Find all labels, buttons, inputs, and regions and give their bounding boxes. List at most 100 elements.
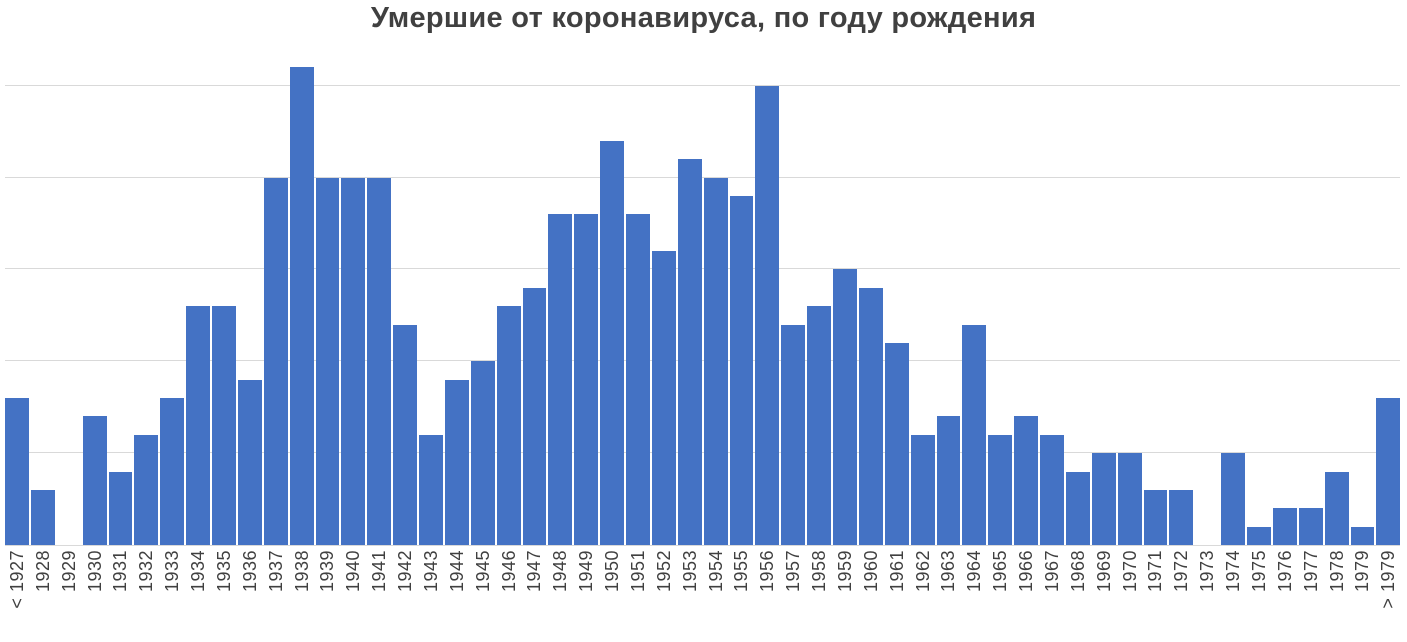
x-axis-label: < 1927: [6, 550, 27, 609]
x-axis-label-slot: 1976: [1273, 550, 1297, 642]
bar: [186, 306, 210, 545]
x-axis-label: 1974: [1223, 550, 1244, 593]
x-axis-label-slot: 1938: [290, 550, 314, 642]
bar: [5, 398, 29, 545]
x-axis-label: 1965: [990, 550, 1011, 593]
bar: [160, 398, 185, 545]
x-axis-label: 1979: [1352, 550, 1373, 593]
x-axis-label-slot: 1937: [264, 550, 288, 642]
x-axis-label-slot: < 1927: [5, 550, 29, 642]
x-axis-label-slot: 1936: [238, 550, 262, 642]
x-axis-label: 1934: [188, 550, 209, 593]
x-axis-label-slot: 1944: [445, 550, 469, 642]
bar: [444, 379, 469, 545]
x-axis-label: 1933: [162, 550, 183, 593]
x-axis-label: 1947: [524, 550, 545, 593]
x-axis-label-slot: 1935: [212, 550, 236, 642]
bar: [419, 434, 443, 545]
x-axis-label: 1970: [1119, 550, 1140, 593]
x-axis-label-slot: 1979: [1351, 550, 1375, 642]
bar: [962, 324, 987, 545]
x-axis-label: 1966: [1016, 550, 1037, 593]
bar: [393, 324, 417, 545]
x-axis-label: 1962: [912, 550, 933, 593]
bar: [626, 214, 650, 545]
x-axis-label-slot: 1975: [1247, 550, 1271, 642]
x-axis-label-slot: 1946: [497, 550, 521, 642]
x-axis-label: 1956: [757, 550, 778, 593]
bar-series: [5, 60, 1401, 545]
bar: [1221, 453, 1245, 545]
bar: [1065, 471, 1090, 545]
x-axis-label: 1930: [84, 550, 105, 593]
gridline: [5, 176, 1400, 178]
bar: [30, 489, 55, 545]
x-axis-label-slot: 1939: [316, 550, 340, 642]
x-axis-label: 1971: [1145, 550, 1166, 593]
x-axis-label: 1943: [420, 550, 441, 593]
x-axis-label-slot: 1965: [988, 550, 1012, 642]
x-axis-label: 1950: [602, 550, 623, 593]
x-axis-label-slot: 1948: [548, 550, 572, 642]
bar: [651, 251, 676, 545]
x-axis-label: 1973: [1197, 550, 1218, 593]
x-axis-label: 1957: [783, 550, 804, 593]
x-axis-label-slot: 1966: [1014, 550, 1038, 642]
gridline: [5, 268, 1400, 270]
x-axis-label-slot: 1928: [31, 550, 55, 642]
bar: [1117, 453, 1142, 545]
bar: [755, 85, 780, 545]
x-axis-label: 1963: [938, 550, 959, 593]
bar: [1091, 453, 1116, 545]
x-axis-label-slot: 1972: [1169, 550, 1193, 642]
chart-title: Умершие от коронавируса, по году рождени…: [370, 2, 1037, 34]
x-axis-label: 1931: [110, 550, 131, 593]
x-axis-label: 1964: [964, 550, 985, 593]
bar: [600, 140, 624, 545]
x-axis-label: 1978: [1326, 550, 1347, 593]
x-axis-label-slot: 1929: [57, 550, 81, 642]
x-axis-label: 1953: [679, 550, 700, 593]
bar: [212, 306, 236, 545]
x-axis-label: 1938: [291, 550, 312, 593]
x-axis-label: 1948: [550, 550, 571, 593]
x-axis-label-slot: 1970: [1118, 550, 1142, 642]
x-axis-label: 1967: [1041, 550, 1062, 593]
bar: [548, 214, 573, 545]
bar: [858, 287, 883, 545]
x-axis-label-slot: 1957: [781, 550, 805, 642]
x-axis-label: 1954: [705, 550, 726, 593]
x-axis-label: 1932: [136, 550, 157, 593]
x-axis-label-slot: 1964: [962, 550, 986, 642]
x-axis-label-slot: 1943: [419, 550, 443, 642]
x-axis-label-slot: 1951: [626, 550, 650, 642]
x-axis-label-slot: 1942: [393, 550, 417, 642]
x-axis-label-slot: 1947: [523, 550, 547, 642]
x-axis-label: 1939: [317, 550, 338, 593]
x-axis-label-slot: 1962: [911, 550, 935, 642]
plot-area: [5, 60, 1401, 545]
bar: [289, 67, 314, 545]
x-axis-label: 1940: [343, 550, 364, 593]
bar: [1169, 489, 1194, 545]
x-axis-label: 1972: [1171, 550, 1192, 593]
x-axis-label-slot: 1969: [1092, 550, 1116, 642]
gridline: [5, 360, 1400, 362]
x-axis-label: 1976: [1274, 550, 1295, 593]
bar: [134, 434, 159, 545]
x-axis-label-slot: 1960: [859, 550, 883, 642]
bar: [470, 361, 495, 545]
x-axis-label-slot: 1961: [885, 550, 909, 642]
bar: [341, 177, 366, 545]
gridline: [5, 84, 1400, 86]
bar: [263, 177, 288, 545]
x-axis-label-slot: 1945: [471, 550, 495, 642]
x-axis-label: 1952: [653, 550, 674, 593]
x-axis-label: 1955: [731, 550, 752, 593]
x-axis-label-slot: 1958: [807, 550, 831, 642]
bar: [82, 416, 107, 545]
bar: [781, 324, 806, 545]
x-axis-label-slot: 1956: [755, 550, 779, 642]
x-axis-label: 1959: [834, 550, 855, 593]
